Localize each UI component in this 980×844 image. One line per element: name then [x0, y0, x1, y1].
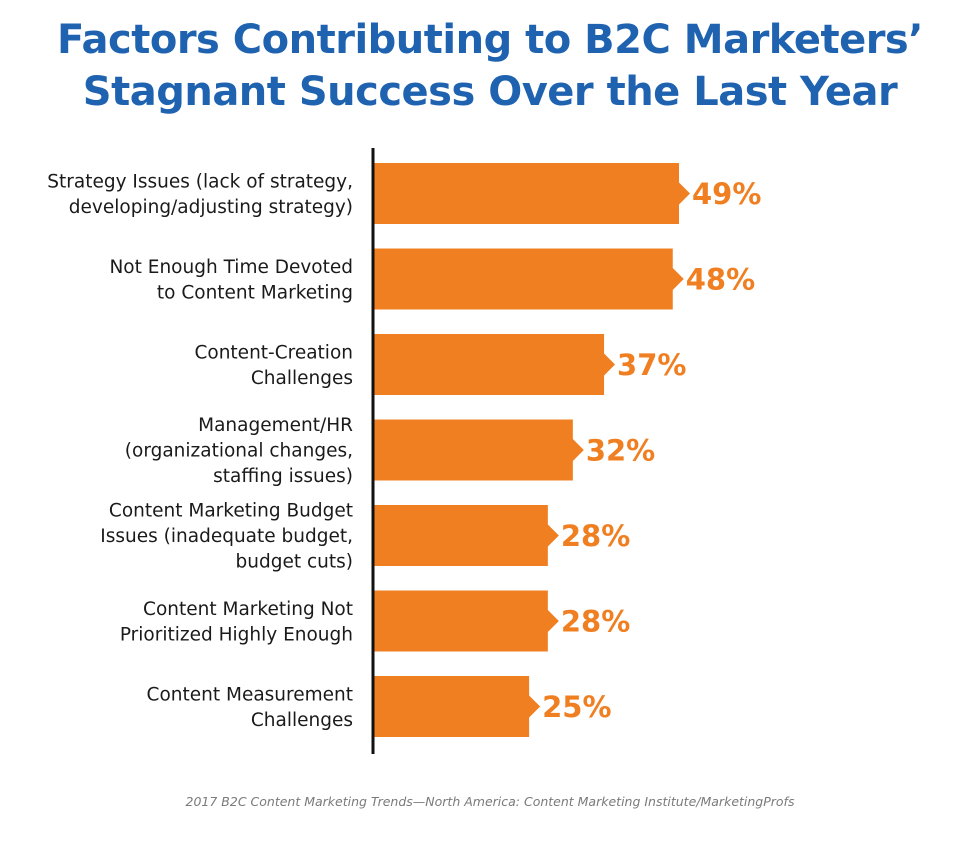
- category-label-5-line-2: Issues (inadequate budget,: [100, 526, 353, 547]
- value-label-5: 28%: [561, 519, 630, 553]
- value-label-7: 25%: [542, 690, 611, 724]
- value-labels-layer: 49% 48% 37% 32% 28% 28% 25%: [542, 177, 761, 724]
- category-label-3-line-1: Content-Creation: [194, 342, 353, 363]
- category-label-3: Content-Creation Challenges: [194, 342, 353, 389]
- category-label-4-line-1: Management/HR: [198, 415, 353, 436]
- category-label-7-line-2: Challenges: [251, 710, 353, 731]
- category-labels-layer: Strategy Issues (lack of strategy, develo…: [47, 171, 353, 731]
- chart-title-line-1: Factors Contributing to B2C Marketers’: [57, 17, 923, 63]
- bar-7: [374, 676, 541, 737]
- bar-1: [374, 163, 690, 224]
- category-label-2-line-2: to Content Marketing: [157, 282, 353, 303]
- category-label-4: Management/HR (organizational changes, sta…: [125, 415, 353, 487]
- category-label-2-line-1: Not Enough Time Devoted: [109, 257, 353, 278]
- category-label-5-line-3: budget cuts): [236, 552, 353, 573]
- category-label-2: Not Enough Time Devoted to Content Market…: [109, 257, 353, 304]
- source-note: 2017 B2C Content Marketing Trends—North …: [185, 794, 795, 809]
- bar-2: [374, 248, 684, 310]
- bars-layer: [374, 163, 690, 737]
- category-label-6: Content Marketing Not Prioritized Highly …: [120, 599, 353, 646]
- category-label-6-line-2: Prioritized Highly Enough: [120, 624, 353, 645]
- category-label-1: Strategy Issues (lack of strategy, develo…: [47, 171, 353, 218]
- value-label-4: 32%: [586, 434, 655, 468]
- bar-4: [374, 419, 584, 481]
- category-label-4-line-3: staffing issues): [213, 466, 353, 487]
- category-label-1-line-1: Strategy Issues (lack of strategy,: [47, 171, 353, 192]
- bar-6: [374, 590, 559, 652]
- category-label-5: Content Marketing Budget Issues (inadequa…: [100, 501, 353, 573]
- category-label-6-line-1: Content Marketing Not: [143, 599, 353, 620]
- bar-5: [374, 505, 559, 566]
- value-label-3: 37%: [617, 348, 686, 382]
- value-label-1: 49%: [692, 177, 761, 211]
- category-label-5-line-1: Content Marketing Budget: [109, 501, 353, 522]
- category-label-3-line-2: Challenges: [251, 368, 353, 389]
- category-label-1-line-2: developing/adjusting strategy): [69, 197, 353, 218]
- category-label-7: Content Measurement Challenges: [147, 684, 353, 731]
- category-label-7-line-1: Content Measurement: [147, 684, 353, 705]
- value-label-2: 48%: [686, 263, 755, 297]
- chart-title-line-2: Stagnant Success Over the Last Year: [82, 69, 898, 115]
- category-label-4-line-2: (organizational changes,: [125, 441, 353, 462]
- chart-title: Factors Contributing to B2C Marketers’ S…: [0, 14, 980, 118]
- value-label-6: 28%: [561, 605, 630, 639]
- bar-3: [374, 334, 616, 395]
